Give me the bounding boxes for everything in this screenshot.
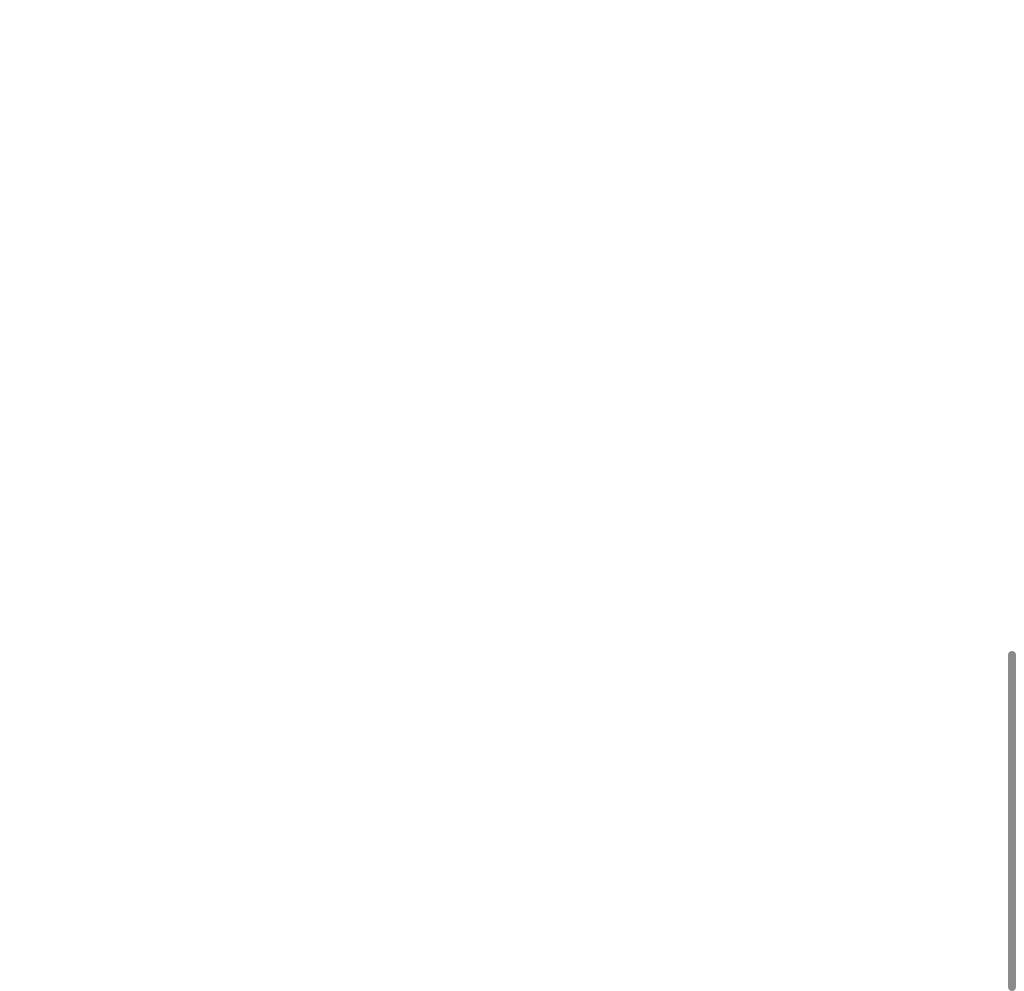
legend-wind <box>130 941 1010 968</box>
wind-gust-swatch <box>606 941 646 968</box>
legend-item-dew-point[interactable] <box>606 519 661 546</box>
scrollbar-thumb[interactable] <box>1008 651 1016 991</box>
temperature-swatch <box>479 519 519 546</box>
legend-temperature-dewpoint <box>130 519 1010 546</box>
wind-speed-swatch <box>479 941 519 968</box>
legend-item-temperature[interactable] <box>479 519 534 546</box>
legend-item-wind-gust[interactable] <box>606 941 661 968</box>
dew-point-swatch <box>606 519 646 546</box>
legend-item-wind-speed[interactable] <box>479 941 534 968</box>
